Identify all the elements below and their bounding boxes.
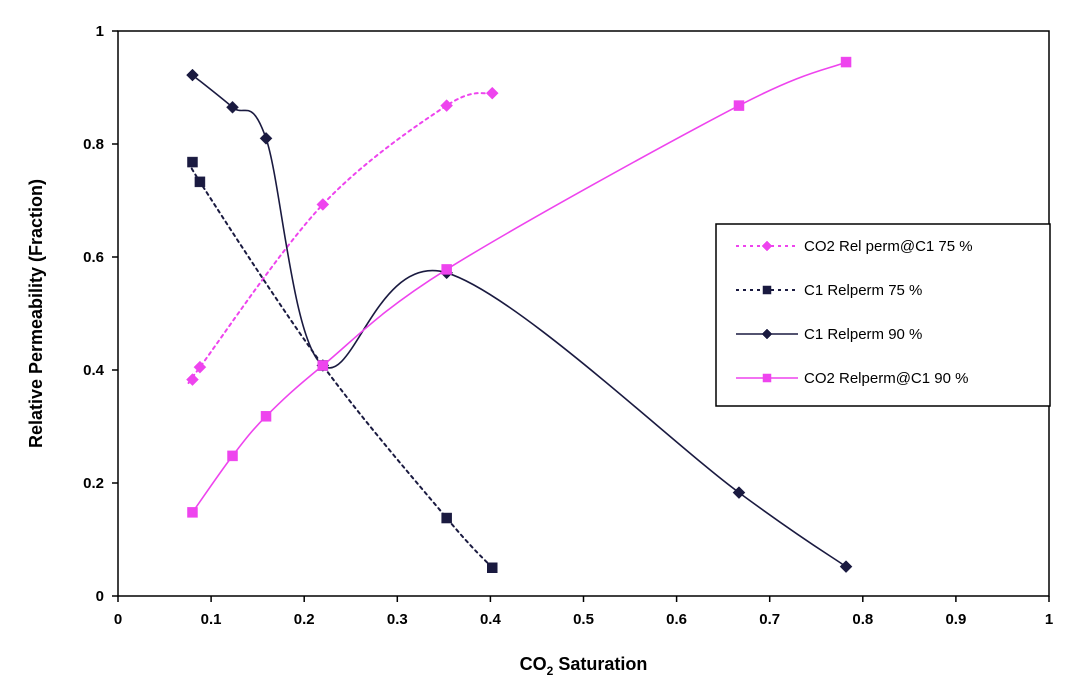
x-tick-label: 0.7 [759, 611, 780, 628]
data-point [317, 360, 329, 371]
data-point [441, 264, 452, 275]
x-tick-label: 0 [114, 611, 122, 628]
y-tick-label: 0.2 [83, 475, 104, 492]
legend-marker [761, 240, 773, 252]
x-tick-label: 0.8 [852, 611, 873, 628]
series-layer [186, 56, 853, 573]
legend-marker [761, 328, 773, 340]
data-point [186, 68, 199, 82]
data-point [440, 99, 453, 112]
legend-box [715, 223, 1051, 407]
data-point [485, 86, 499, 100]
data-point [487, 562, 498, 573]
y-tick-label: 1 [96, 23, 104, 40]
data-point [259, 131, 273, 145]
x-axis-title-main: CO [520, 654, 547, 674]
series-1 [186, 86, 499, 386]
legend-label: C1 Relperm 90 % [804, 326, 922, 343]
legend-item: C1 Relperm 75 % [736, 282, 922, 299]
x-axis-title-rest: Saturation [553, 654, 647, 674]
data-point [186, 373, 199, 386]
x-tick-label: 0.4 [480, 611, 502, 628]
y-tick-label: 0.6 [83, 249, 104, 266]
data-point [840, 56, 852, 68]
legend-item: C1 Relperm 90 % [736, 326, 922, 343]
data-point [839, 560, 853, 573]
legend-marker [762, 373, 772, 383]
legend-item: CO2 Rel perm@C1 75 % [736, 238, 973, 255]
data-point [733, 100, 745, 111]
x-tick-label: 0.9 [945, 611, 966, 628]
x-axis-title-sub: 2 [547, 664, 554, 678]
data-point [187, 156, 198, 168]
legend-label: CO2 Relperm@C1 90 % [804, 370, 968, 387]
x-tick-label: 0.1 [201, 611, 222, 628]
legend-item: CO2 Relperm@C1 90 % [736, 370, 968, 387]
axes: 0 0.1 0.2 0.3 0.4 0.5 0.6 0.7 0.8 0.9 1 0 0.2 0.4 0.6 0… [83, 23, 1053, 628]
data-point [260, 411, 272, 422]
data-point [187, 507, 198, 518]
data-point [316, 198, 330, 211]
series-line [187, 159, 494, 569]
y-tick-label: 0.8 [83, 136, 104, 153]
y-tick-label: 0.4 [83, 362, 105, 379]
data-point [193, 360, 207, 374]
series-2 [187, 156, 498, 573]
legend-label: CO2 Rel perm@C1 75 % [804, 238, 973, 255]
x-axis-title: CO2 Saturation [520, 654, 648, 678]
x-tick-label: 1 [1045, 611, 1053, 628]
legend: CO2 Rel perm@C1 75 % C1 Relperm 75 % C1 Re… [715, 223, 1051, 407]
y-axis-title: Relative Permeability (Fraction) [26, 179, 46, 448]
y-tick-label: 0 [96, 588, 104, 605]
x-tick-label: 0.5 [573, 611, 594, 628]
legend-label: C1 Relperm 75 % [804, 282, 922, 299]
data-point [226, 100, 239, 114]
series-line [187, 92, 494, 385]
series-line [191, 74, 847, 568]
data-point [227, 450, 238, 462]
data-point [732, 486, 746, 499]
data-point [441, 512, 452, 524]
series-4 [187, 56, 852, 518]
data-point [194, 176, 206, 188]
x-tick-label: 0.3 [387, 611, 408, 628]
x-tick-label: 0.2 [294, 611, 315, 628]
legend-marker [762, 285, 772, 295]
x-tick-label: 0.6 [666, 611, 687, 628]
